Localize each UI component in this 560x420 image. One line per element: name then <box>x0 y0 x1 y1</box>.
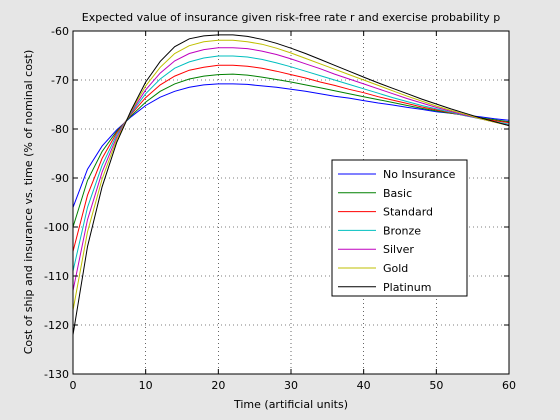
legend: No Insurance Basic Standard Bronze Silver Gol… <box>331 159 468 297</box>
y-tick-label: -90 <box>51 172 69 185</box>
series-line <box>72 73 510 228</box>
y-tick-label: -80 <box>51 123 69 136</box>
legend-label: No Insurance <box>383 168 456 181</box>
legend-label: Bronze <box>383 224 421 237</box>
x-tick-label: 60 <box>502 379 516 392</box>
legend-box <box>331 159 468 297</box>
y-tick-label: -130 <box>44 368 69 381</box>
x-tick-label: 10 <box>139 379 153 392</box>
series-line <box>72 64 510 252</box>
legend-label: Silver <box>383 243 414 256</box>
x-axis-label: Time (artificial units) <box>233 398 348 411</box>
series-line <box>72 39 510 311</box>
y-tick-label: -100 <box>44 221 69 234</box>
legend-label: Platinum <box>383 281 431 294</box>
legend-label: Basic <box>383 187 412 200</box>
y-tick-label: -110 <box>44 270 69 283</box>
chart-title: Expected value of insurance given risk-f… <box>82 11 500 24</box>
series-line <box>72 83 510 208</box>
series-line <box>72 47 510 291</box>
x-tick-label: 40 <box>357 379 371 392</box>
y-tick-label: -70 <box>51 74 69 87</box>
series-line <box>72 55 510 272</box>
axis-ticks: 0 10 20 30 40 50 60 -130 -120 -110 -100 -90 -80 -70 -6… <box>44 25 516 392</box>
legend-label: Standard <box>383 206 433 219</box>
x-tick-label: 30 <box>284 379 298 392</box>
series-line <box>72 34 510 335</box>
x-tick-label: 0 <box>70 379 77 392</box>
series-lines <box>72 34 510 335</box>
x-tick-label: 20 <box>211 379 225 392</box>
y-tick-label: -60 <box>51 25 69 38</box>
x-tick-label: 50 <box>429 379 443 392</box>
y-tick-label: -120 <box>44 319 69 332</box>
y-axis-label: Cost of ship and insurance vs. time (% o… <box>22 50 35 355</box>
legend-label: Gold <box>383 262 408 275</box>
grid <box>73 31 509 374</box>
